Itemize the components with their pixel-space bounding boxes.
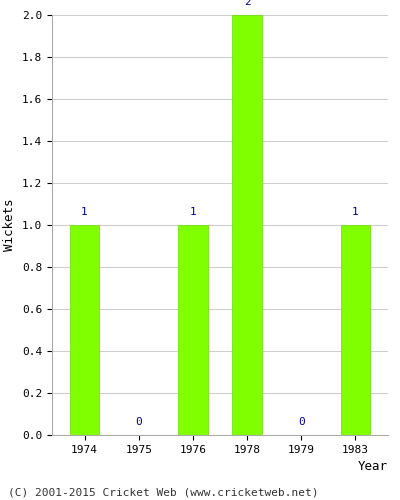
Bar	[340, 225, 370, 435]
Y-axis label: Wickets: Wickets	[4, 198, 16, 251]
Bar	[70, 225, 100, 435]
Text: 0: 0	[298, 416, 305, 426]
Text: 1: 1	[81, 206, 88, 216]
Text: 1: 1	[190, 206, 196, 216]
Text: (C) 2001-2015 Cricket Web (www.cricketweb.net): (C) 2001-2015 Cricket Web (www.cricketwe…	[8, 488, 318, 498]
Text: 2: 2	[244, 0, 250, 6]
Text: 0: 0	[135, 416, 142, 426]
Bar	[178, 225, 208, 435]
X-axis label: Year: Year	[358, 460, 388, 473]
Text: 1: 1	[352, 206, 359, 216]
Bar	[232, 15, 262, 435]
